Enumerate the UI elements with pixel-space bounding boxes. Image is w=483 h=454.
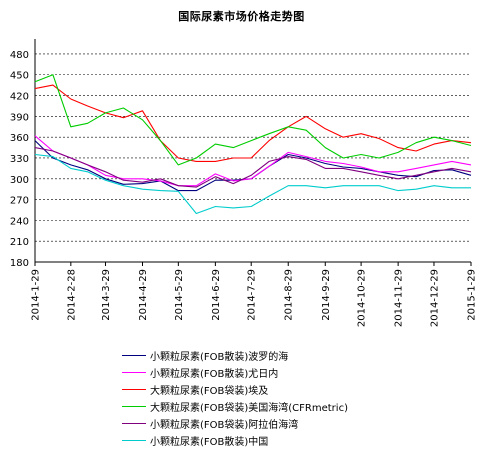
legend-item: 大颗粒尿素(FOB袋装)美国海湾(CFRmetric) xyxy=(122,398,348,415)
x-tick-label: 2014-6-29 xyxy=(211,269,222,321)
legend: 小颗粒尿素(FOB散装)波罗的海 小颗粒尿素(FOB散装)尤日内 大颗粒尿素(FOB… xyxy=(122,347,348,449)
x-tick-label: 2014-1-29 xyxy=(31,269,42,321)
series-line-4 xyxy=(34,147,472,188)
x-tick-label: 2014-4-29 xyxy=(138,269,149,321)
legend-swatch xyxy=(122,372,146,373)
legend-item: 小颗粒尿素(FOB散装)波罗的海 xyxy=(122,347,348,364)
legend-label: 大颗粒尿素(FOB袋装)埃及 xyxy=(150,386,269,397)
y-tick-label: 390 xyxy=(10,112,29,123)
x-tick-label: 2014-2-28 xyxy=(66,269,77,321)
legend-item: 小颗粒尿素(FOB散装)尤日内 xyxy=(122,364,348,381)
series-lines xyxy=(34,74,472,215)
line-chart: 180 210 240 270 300 330 360 390 420 450 480 2014-1… xyxy=(10,39,478,327)
y-tick-label: 480 xyxy=(10,50,29,61)
legend-label: 小颗粒尿素(FOB袋装)阿拉伯海湾 xyxy=(150,420,299,431)
legend-label: 小颗粒尿素(FOB散装)波罗的海 xyxy=(150,352,289,363)
grid-lines xyxy=(35,53,471,242)
chart-title: 国际尿素市场价格走势图 xyxy=(178,10,305,23)
legend-item: 大颗粒尿素(FOB袋装)埃及 xyxy=(122,381,348,398)
x-tick-label: 2014-8-29 xyxy=(284,269,295,321)
legend-item: 小颗粒尿素(FOB袋装)阿拉伯海湾 xyxy=(122,415,348,432)
series-line-3 xyxy=(34,74,472,166)
y-tick-label: 270 xyxy=(10,196,29,207)
x-tick-label: 2014-7-29 xyxy=(247,269,258,321)
x-tick-label: 2014-12-29 xyxy=(429,269,440,327)
y-tick-label: 210 xyxy=(10,237,29,248)
legend-swatch xyxy=(122,355,146,356)
x-tick-labels: 2014-1-29 2014-2-28 2014-3-29 2014-4-29 2014… xyxy=(31,269,478,327)
x-tick-label: 2014-9-29 xyxy=(321,269,332,321)
legend-swatch xyxy=(122,406,146,407)
series-line-2 xyxy=(34,84,472,162)
series-line-1 xyxy=(34,135,472,187)
x-tick-label: 2014-3-29 xyxy=(101,269,112,321)
x-tick-label: 2014-11-29 xyxy=(394,269,405,327)
y-tick-label: 300 xyxy=(10,175,29,186)
x-tick-label: 2015-1-29 xyxy=(467,269,478,321)
y-tick-label: 360 xyxy=(10,133,29,144)
legend-swatch xyxy=(122,423,146,424)
y-tick-labels: 180 210 240 270 300 330 360 390 420 450 480 xyxy=(10,50,29,269)
y-tick-label: 330 xyxy=(10,154,29,165)
y-tick-label: 450 xyxy=(10,71,29,82)
x-tick-label: 2014-5-29 xyxy=(174,269,185,321)
legend-label: 小颗粒尿素(FOB散装)尤日内 xyxy=(150,369,279,380)
legend-label: 小颗粒尿素(FOB散装)中国 xyxy=(150,437,269,448)
y-tick-label: 240 xyxy=(10,216,29,227)
legend-swatch xyxy=(122,440,146,441)
series-line-5 xyxy=(34,153,471,215)
y-tick-label: 180 xyxy=(10,258,29,269)
axes xyxy=(34,39,472,266)
legend-label: 大颗粒尿素(FOB袋装)美国海湾(CFRmetric) xyxy=(150,403,348,414)
legend-swatch xyxy=(122,389,146,390)
y-tick-label: 420 xyxy=(10,92,29,103)
x-tick-label: 2014-10-29 xyxy=(357,269,368,327)
legend-item: 小颗粒尿素(FOB散装)中国 xyxy=(122,432,348,449)
